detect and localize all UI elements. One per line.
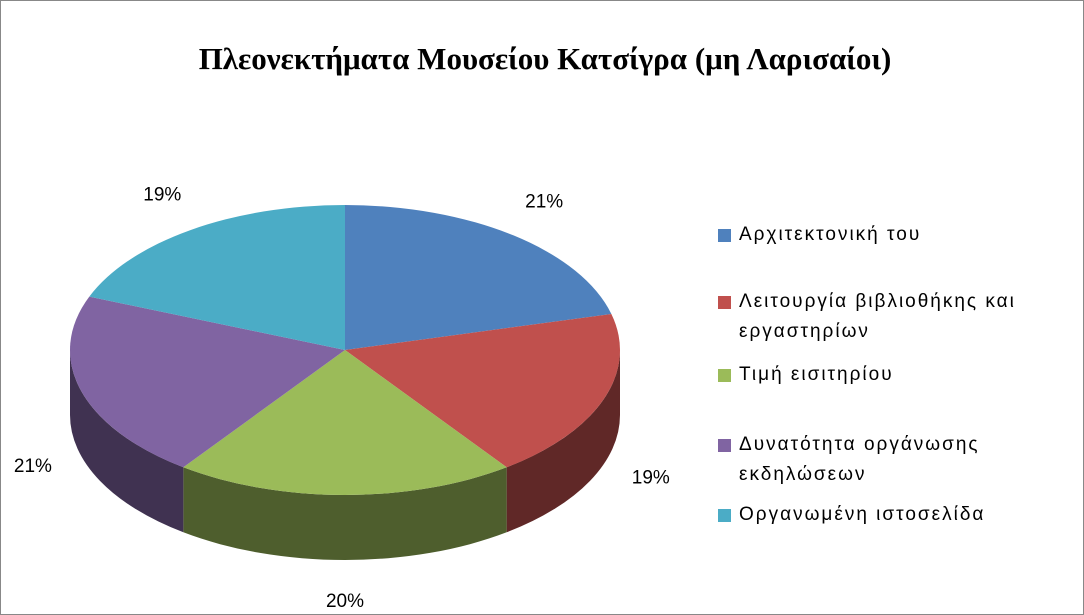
legend-item: Λειτουργία βιβλιοθήκης και εργαστηρίων bbox=[718, 287, 1058, 347]
legend-swatch bbox=[718, 296, 731, 309]
data-label: 19% bbox=[143, 184, 181, 205]
slice bbox=[345, 313, 620, 468]
data-label: 21% bbox=[525, 191, 563, 212]
legend-label: Οργανωμένη ιστοσελίδα bbox=[739, 504, 986, 525]
slice-side bbox=[70, 350, 184, 533]
legend-item: Τιμή εισιτηρίου bbox=[718, 360, 1058, 390]
slice bbox=[345, 205, 612, 350]
legend-swatch bbox=[718, 509, 731, 522]
legend-swatch bbox=[718, 229, 731, 242]
legend-label: Αρχιτεκτονική του bbox=[739, 224, 922, 245]
legend-item: Δυνατότητα οργάνωσης εκδηλώσεων bbox=[718, 430, 1058, 490]
legend-label: Τιμή εισιτηρίου bbox=[739, 364, 894, 385]
legend-item: Οργανωμένη ιστοσελίδα bbox=[718, 500, 1058, 530]
legend-swatch bbox=[718, 439, 731, 452]
chart-title: Πλεονεκτήματα Μουσείου Κατσίγρα (μη Λαρι… bbox=[199, 41, 892, 76]
legend-swatch bbox=[718, 369, 731, 382]
slice-side bbox=[506, 350, 620, 533]
slice bbox=[69, 296, 345, 468]
slice bbox=[183, 350, 507, 495]
legend-label: Λειτουργία βιβλιοθήκης και εργαστηρίων bbox=[739, 291, 1016, 342]
data-label: 19% bbox=[632, 467, 670, 488]
slice bbox=[89, 205, 346, 350]
data-label: 21% bbox=[14, 456, 52, 477]
data-label: 20% bbox=[326, 591, 364, 612]
legend-item: Αρχιτεκτονική του bbox=[718, 220, 1058, 250]
legend-label: Δυνατότητα οργάνωσης εκδηλώσεων bbox=[739, 434, 980, 485]
slice-side bbox=[183, 467, 507, 560]
